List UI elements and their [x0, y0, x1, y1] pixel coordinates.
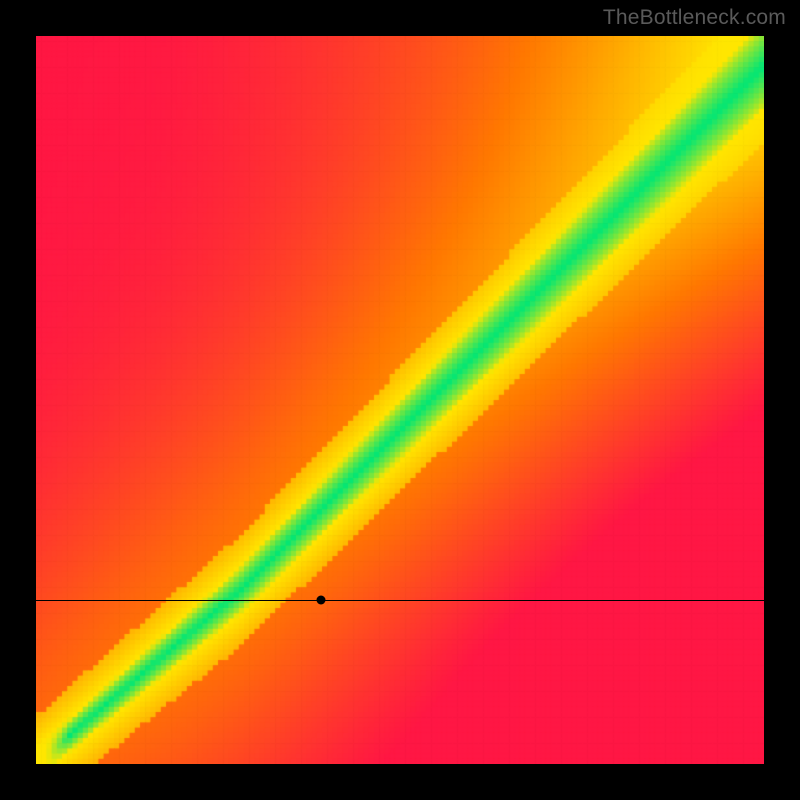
- watermark-text: TheBottleneck.com: [603, 6, 786, 30]
- chart-container: TheBottleneck.com: [0, 0, 800, 800]
- crosshair-horizontal: [36, 600, 764, 601]
- plot-area: [36, 36, 764, 764]
- crosshair-marker: [317, 596, 326, 605]
- heatmap-canvas: [36, 36, 764, 764]
